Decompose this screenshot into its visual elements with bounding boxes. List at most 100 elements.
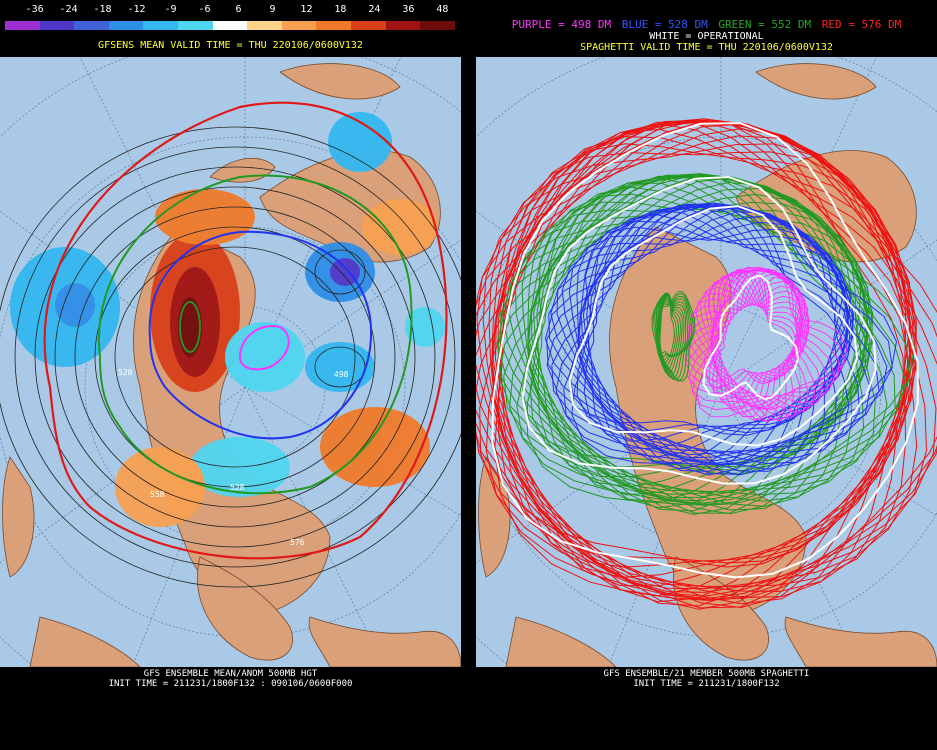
member-528-line: [578, 210, 849, 464]
colorbar-label: -24: [59, 4, 78, 15]
operational-label: WHITE = OPERATIONAL: [649, 31, 764, 42]
member-ridge-line: [658, 292, 683, 369]
member-552-line: [496, 172, 865, 496]
colorbar-label: 12: [300, 4, 313, 15]
member-498-line: [692, 269, 845, 411]
member-ridge-line: [655, 297, 691, 380]
mean-footer-line-2: INIT TIME = 211231/1800F132 : 090106/060…: [108, 679, 353, 689]
colorbar-label: 18: [334, 4, 347, 15]
spaghetti-title: SPAGHETTI VALID TIME = THU 220106/0600V1…: [580, 42, 833, 53]
ensemble-mean-panel: -36 -24 -18 -12 -9 -6 6 9 12 18 24 36 48 GFSENS MEAN…: [0, 0, 461, 750]
spaghetti-footer-line-2: INIT TIME = 211231/1800F132: [633, 679, 780, 689]
contour-label: 576: [290, 538, 305, 547]
operational-552-line: [521, 175, 877, 485]
panel-divider: [461, 0, 476, 750]
colorbar-swatch: [39, 21, 75, 30]
member-ridge-line: [654, 295, 693, 381]
member-552-line: [503, 175, 896, 502]
colorbar-label: -6: [198, 4, 211, 15]
contour-label: 558: [150, 490, 165, 499]
colorbar-swatch: [5, 21, 40, 30]
member-528-line: [546, 202, 860, 456]
member-528-line: [583, 204, 849, 442]
colorbar-label: 6: [235, 4, 242, 15]
contour-498: [238, 325, 290, 371]
legend-purple: PURPLE = 498 DM: [511, 18, 612, 31]
mean-footer-line-1: GFS ENSEMBLE MEAN/ANOM 500MB HGT: [143, 669, 318, 679]
colorbar-label: 9: [269, 4, 276, 15]
member-576-line: [479, 121, 937, 600]
colorbar-label: -18: [93, 4, 112, 15]
contour-552: [97, 174, 413, 495]
colorbar-label: -36: [25, 4, 44, 15]
colorbar-swatch: [351, 21, 386, 30]
spaghetti-panel: PURPLE = 498 DM BLUE = 528 DM GREEN = 55…: [476, 0, 937, 750]
member-498-line: [688, 270, 840, 408]
anomaly-colorbar: -36 -24 -18 -12 -9 -6 6 9 12 18 24 36 48: [4, 4, 456, 31]
spaghetti-map-svg: [476, 57, 937, 667]
contour-label: 498: [334, 370, 349, 379]
operational-498-line: [702, 274, 800, 401]
contour-labels: 498 528 528 558 576: [118, 368, 349, 547]
colorbar-swatch: [316, 21, 352, 30]
spaghetti-footer-line-1: GFS ENSEMBLE/21 MEMBER 500MB SPAGHETTI: [603, 669, 810, 679]
member-498-line: [696, 268, 848, 418]
colorbar-swatch: [212, 21, 248, 30]
member-552-line: [497, 173, 876, 495]
legend-red: RED = 576 DM: [821, 18, 902, 31]
member-576-line: [476, 121, 937, 597]
member-576-line: [476, 119, 928, 593]
member-528-line: [551, 204, 880, 462]
colorbar-label: -12: [127, 4, 146, 15]
colorbar-swatch: [143, 21, 179, 30]
member-498-line: [712, 271, 802, 411]
mean-title: GFSENS MEAN VALID TIME = THU 220106/0600…: [98, 40, 363, 51]
member-498-line: [699, 280, 808, 422]
member-498-line: [704, 282, 806, 421]
spaghetti-map: [476, 57, 937, 667]
colorbar-label: 24: [368, 4, 381, 15]
member-576-line: [492, 128, 911, 597]
colorbar-swatch: [420, 21, 455, 30]
member-552-line: [509, 176, 906, 504]
anomaly-shading: [10, 112, 445, 527]
member-ridge-line: [652, 292, 694, 382]
operational-576-line: [491, 122, 919, 579]
colorbar-label: -9: [164, 4, 177, 15]
mean-map-svg: 498 528 528 558 576: [0, 57, 461, 667]
colorbar-swatch: [74, 21, 109, 30]
contour-576: [43, 101, 448, 560]
spaghetti-legend: PURPLE = 498 DM BLUE = 528 DM GREEN = 55…: [476, 18, 937, 31]
member-ridge-line: [651, 291, 696, 382]
member-552-line: [526, 174, 915, 506]
colorbar-swatch: [385, 21, 421, 30]
colorbar-label: 36: [402, 4, 415, 15]
operational-528-line: [568, 205, 859, 447]
member-576-line: [476, 118, 918, 590]
spaghetti-lines: [476, 118, 937, 610]
height-contours: [0, 126, 461, 588]
member-498-line: [686, 268, 836, 406]
legend-green: GREEN = 552 DM: [718, 18, 812, 31]
member-528-line: [544, 202, 850, 459]
legend-blue: BLUE = 528 DM: [621, 18, 708, 31]
spaghetti-footer: GFS ENSEMBLE/21 MEMBER 500MB SPAGHETTI I…: [476, 669, 937, 689]
contour-528: [148, 230, 373, 440]
member-528-line: [563, 205, 893, 465]
colorbar-swatch: [247, 21, 282, 30]
colorbar-swatches: [4, 20, 456, 31]
member-552-line: [498, 174, 888, 499]
colorbar-labels: -36 -24 -18 -12 -9 -6 6 9 12 18 24 36 48: [4, 4, 456, 18]
contour-label: 528: [118, 368, 133, 377]
member-498-line: [712, 270, 802, 407]
colorbar-swatch: [281, 21, 317, 30]
contour-label: 528: [230, 483, 245, 492]
colorbar-swatch: [178, 21, 213, 30]
mean-anomaly-map: 498 528 528 558 576: [0, 57, 461, 667]
contour-ridge: [179, 301, 201, 353]
member-576-line: [476, 118, 907, 587]
colorbar-label: 48: [436, 4, 449, 15]
mean-footer: GFS ENSEMBLE MEAN/ANOM 500MB HGT INIT TI…: [0, 669, 461, 689]
member-576-line: [494, 123, 911, 587]
member-552-line: [516, 175, 911, 506]
